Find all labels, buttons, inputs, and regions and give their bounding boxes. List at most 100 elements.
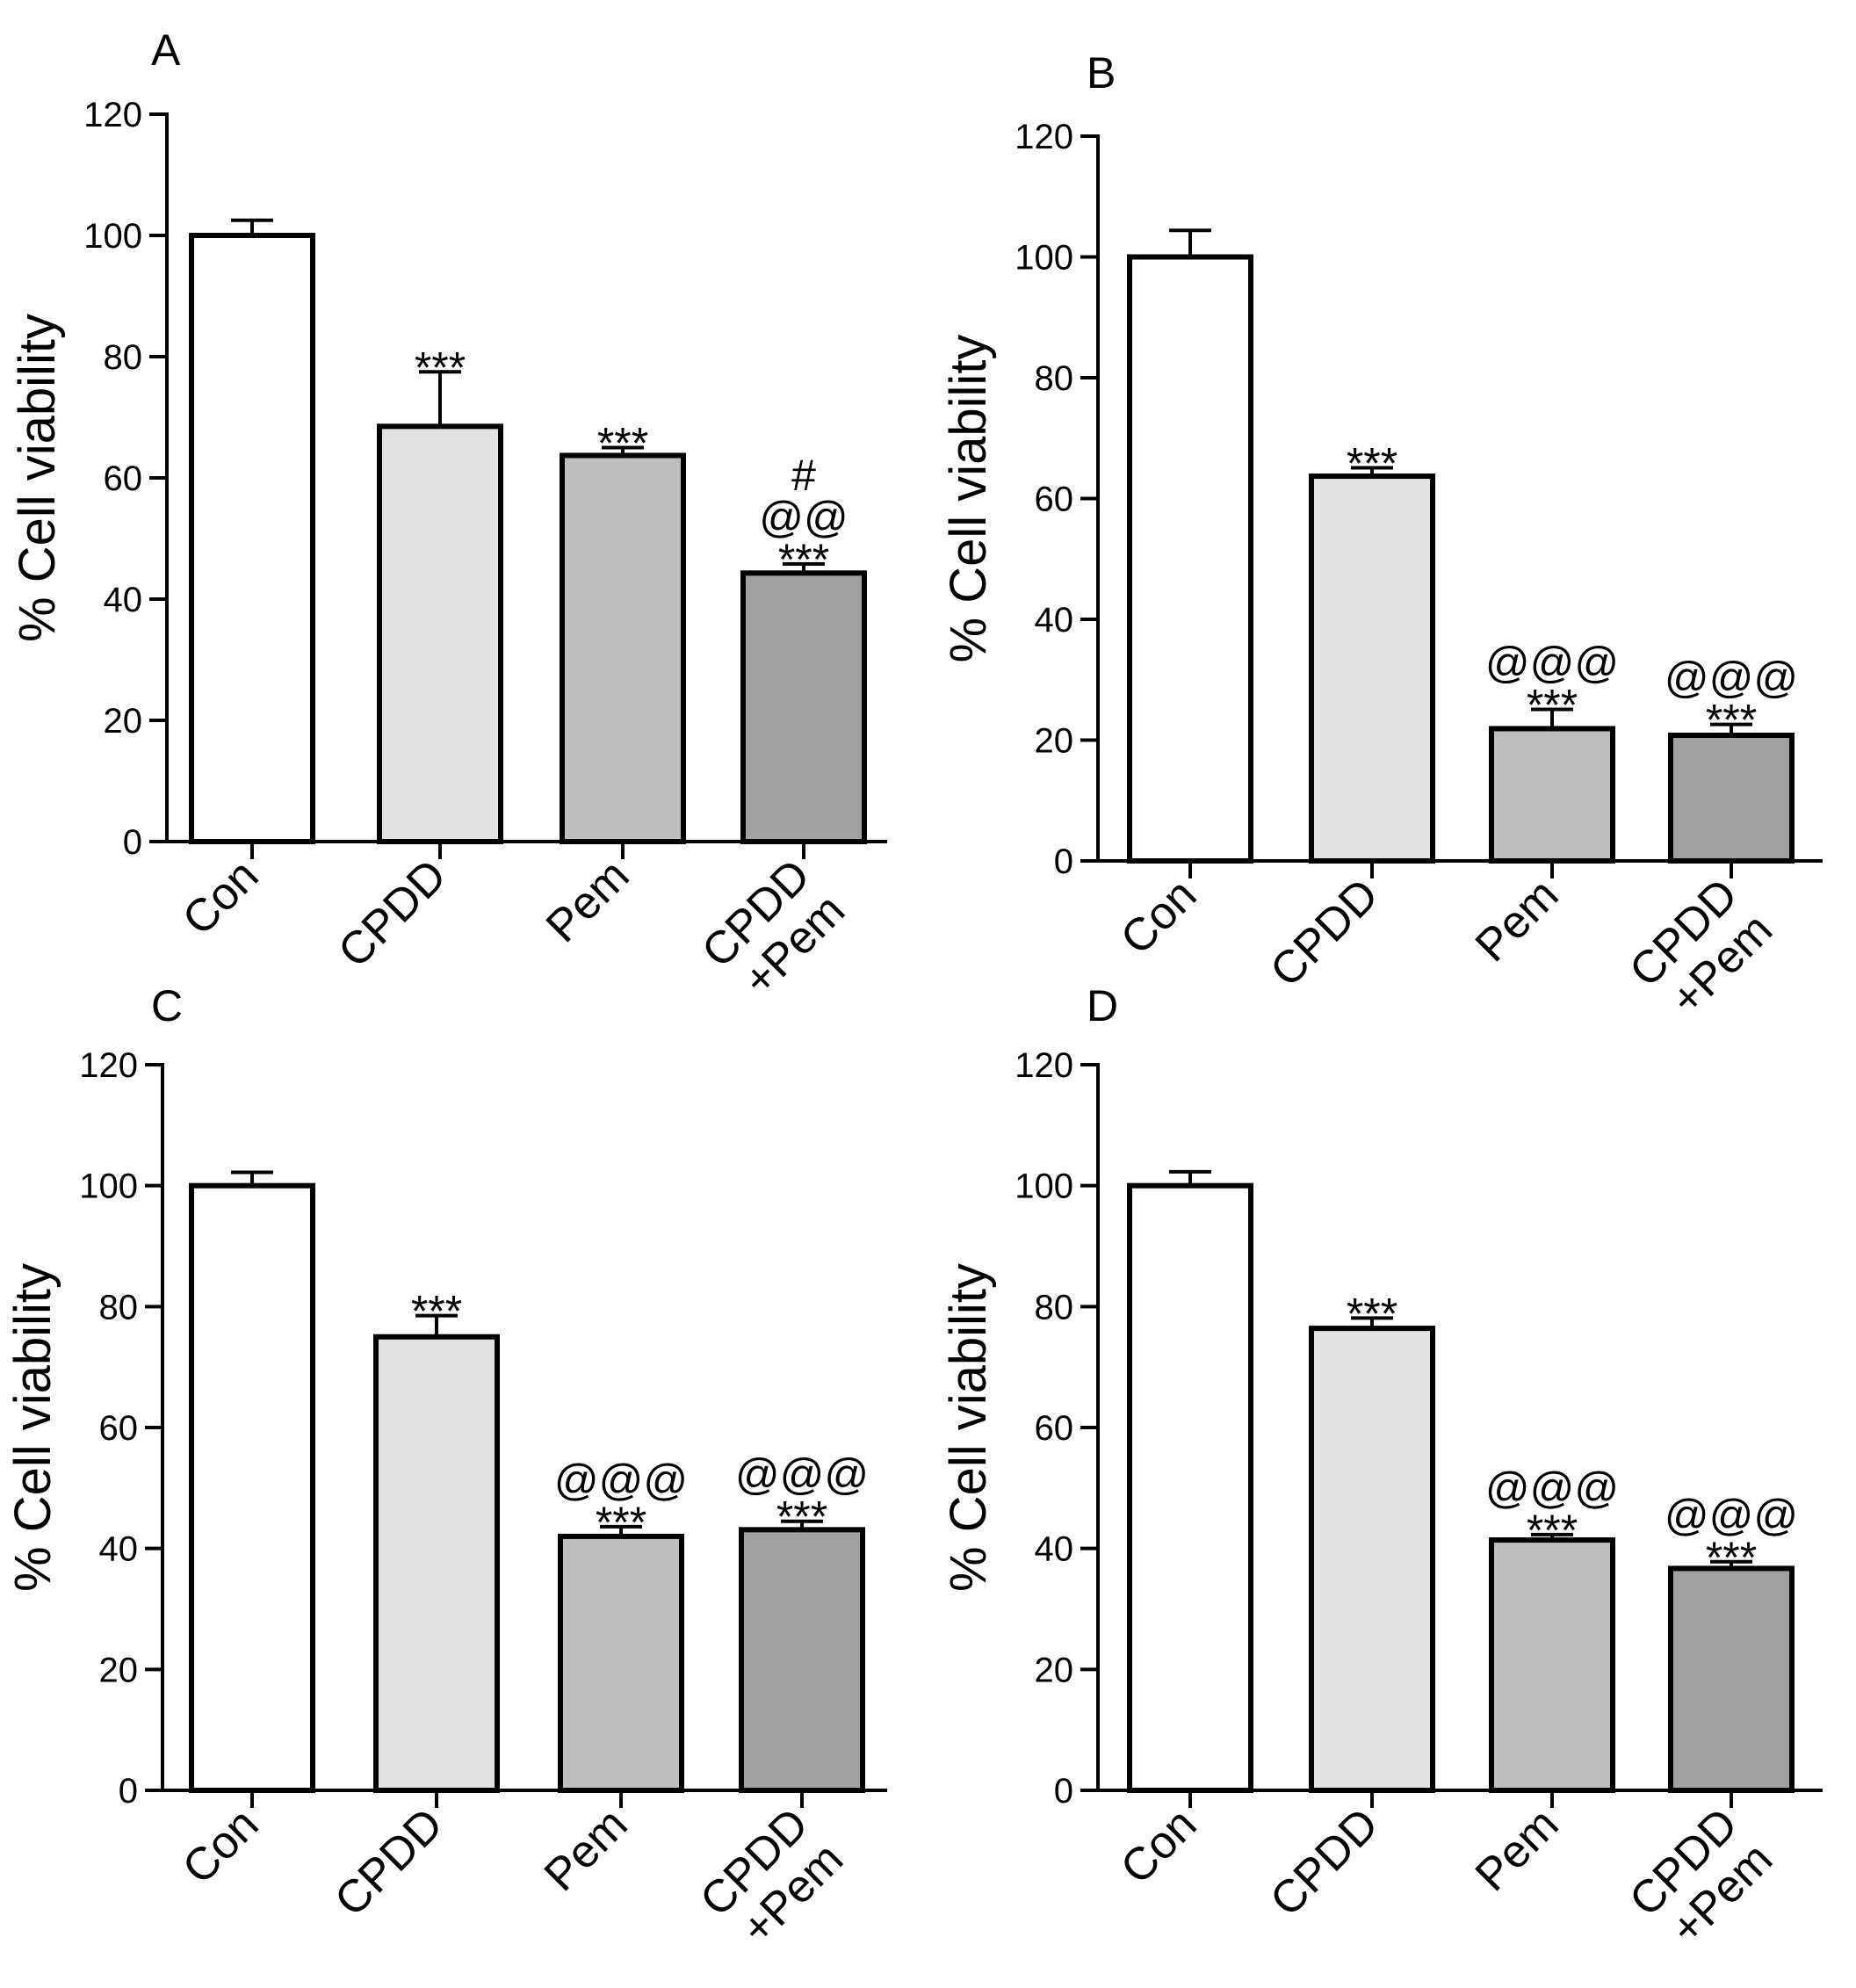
x-category-label: Con [1111, 1798, 1206, 1893]
y-tick-label: 80 [1035, 359, 1074, 398]
bar-con [189, 233, 315, 844]
x-category-label-line: Pem [1466, 1798, 1569, 1901]
x-category-label: CPDD [1260, 869, 1388, 996]
significance-label: @@@ [1485, 1464, 1619, 1513]
bar-pem [558, 1533, 684, 1794]
x-category-label: CPDD [329, 849, 456, 977]
y-axis-title: % Cell viability [9, 314, 66, 642]
x-category-label-line: Con [1111, 1798, 1206, 1893]
x-category-label-line: CPDD [1260, 1798, 1388, 1926]
bar-cpddpem [739, 1527, 865, 1794]
x-category-label: CPDD+Pem [1620, 1798, 1782, 1961]
bar-cpdd [373, 1334, 500, 1793]
x-category-label-line: Pem [1466, 869, 1569, 972]
bar-cpddpem [740, 570, 867, 845]
x-category-label-line: Pem [535, 1798, 638, 1901]
y-tick-label: 20 [99, 1651, 139, 1689]
x-category-label: CPDD [1260, 1798, 1388, 1926]
bar-cpdd [377, 423, 503, 844]
significance-label: *** [776, 1493, 827, 1542]
x-category-label-line: CPDD [329, 849, 456, 977]
significance-label: *** [778, 535, 829, 584]
y-tick-label: 20 [1035, 722, 1074, 761]
y-tick-label: 0 [1054, 842, 1073, 881]
y-tick-label: 120 [1015, 1046, 1073, 1085]
bar-cpdd [1309, 474, 1435, 864]
significance-label: # [791, 451, 816, 500]
y-tick-label: 60 [1035, 1409, 1074, 1448]
y-tick-label: 120 [79, 1046, 138, 1085]
bar-cpddpem [1668, 733, 1795, 864]
x-category-label: Con [173, 1798, 268, 1893]
significance-label: @@ [759, 493, 849, 542]
y-tick-label: 80 [104, 338, 143, 377]
y-tick-label: 80 [99, 1288, 139, 1327]
bar-pem [1489, 726, 1615, 864]
significance-label: *** [1706, 696, 1757, 745]
y-tick-label: 0 [1054, 1772, 1073, 1811]
significance-label: @@@ [554, 1456, 688, 1505]
y-axis-title: % Cell viability [940, 335, 997, 663]
bar-cpddpem [1668, 1565, 1795, 1794]
bar-pem [1489, 1537, 1615, 1794]
x-category-label-line: Pem [537, 849, 639, 952]
x-category-label-line: Con [173, 1798, 268, 1893]
panel-letter: C [151, 981, 183, 1030]
chart-panel-c: C 0 20 40 60 80 100 120 % Cell viability Con CPDD *… [4, 981, 887, 1961]
y-tick-label: 40 [99, 1530, 139, 1569]
y-tick-label: 60 [1035, 481, 1074, 519]
panel-letter: A [151, 25, 181, 75]
significance-label: *** [597, 419, 648, 468]
x-category-label: Con [1111, 869, 1206, 964]
bar-pem [560, 452, 686, 844]
bar-con [1127, 254, 1253, 864]
chart-panel-a: A 0 20 40 60 80 100 120 % Cell viability Con CPDD *… [9, 25, 887, 1012]
x-category-label: CPDD [325, 1798, 452, 1926]
y-tick-label: 0 [119, 1772, 138, 1811]
significance-label: @@@ [1485, 638, 1619, 687]
chart-panel-d: D 0 20 40 60 80 100 120 % Cell viability Con CPDD *… [940, 981, 1823, 1961]
chart-panel-b: B 0 20 40 60 80 100 120 % Cell viability Con CPDD *… [940, 48, 1823, 1031]
y-axis-title: % Cell viability [4, 1263, 61, 1592]
x-category-label: Pem [1466, 869, 1569, 972]
x-category-label: Pem [537, 849, 639, 952]
significance-label: @@@ [735, 1450, 869, 1500]
x-category-label: CPDD+Pem [690, 1798, 853, 1961]
y-tick-label: 100 [79, 1167, 138, 1206]
significance-label: @@@ [1665, 1491, 1798, 1540]
panel-letter: B [1087, 48, 1116, 98]
y-tick-label: 100 [1015, 239, 1073, 278]
x-category-label: CPDD+Pem [1620, 869, 1782, 1031]
y-tick-label: 80 [1035, 1288, 1074, 1327]
y-tick-label: 100 [1015, 1167, 1073, 1206]
y-tick-label: 60 [99, 1409, 139, 1448]
x-category-label: Pem [535, 1798, 638, 1901]
y-tick-label: 40 [1035, 1530, 1074, 1569]
y-tick-label: 40 [1035, 601, 1074, 640]
panel-letter: D [1087, 981, 1118, 1030]
y-tick-label: 0 [123, 823, 142, 862]
y-tick-label: 40 [104, 581, 143, 619]
significance-label: *** [411, 1287, 462, 1336]
x-category-label-line: CPDD [1260, 869, 1388, 996]
significance-label: @@@ [1665, 654, 1798, 703]
significance-label: *** [1347, 1289, 1397, 1338]
x-category-label: Con [173, 849, 268, 944]
significance-label: *** [415, 343, 466, 392]
x-category-label-line: Con [173, 849, 268, 944]
x-category-label: CPDD+Pem [692, 849, 855, 1012]
bar-cpdd [1309, 1326, 1435, 1793]
y-tick-label: 20 [104, 702, 143, 741]
significance-label: *** [596, 1498, 646, 1547]
significance-label: *** [1706, 1533, 1757, 1582]
significance-label: *** [1527, 1506, 1578, 1555]
bar-con [1127, 1182, 1253, 1793]
y-tick-label: 100 [83, 217, 142, 256]
y-tick-label: 60 [104, 459, 143, 498]
y-tick-label: 20 [1035, 1651, 1074, 1689]
y-tick-label: 120 [1015, 118, 1073, 156]
y-axis-title: % Cell viability [940, 1263, 997, 1592]
significance-label: *** [1347, 438, 1397, 488]
significance-label: *** [1527, 680, 1578, 729]
